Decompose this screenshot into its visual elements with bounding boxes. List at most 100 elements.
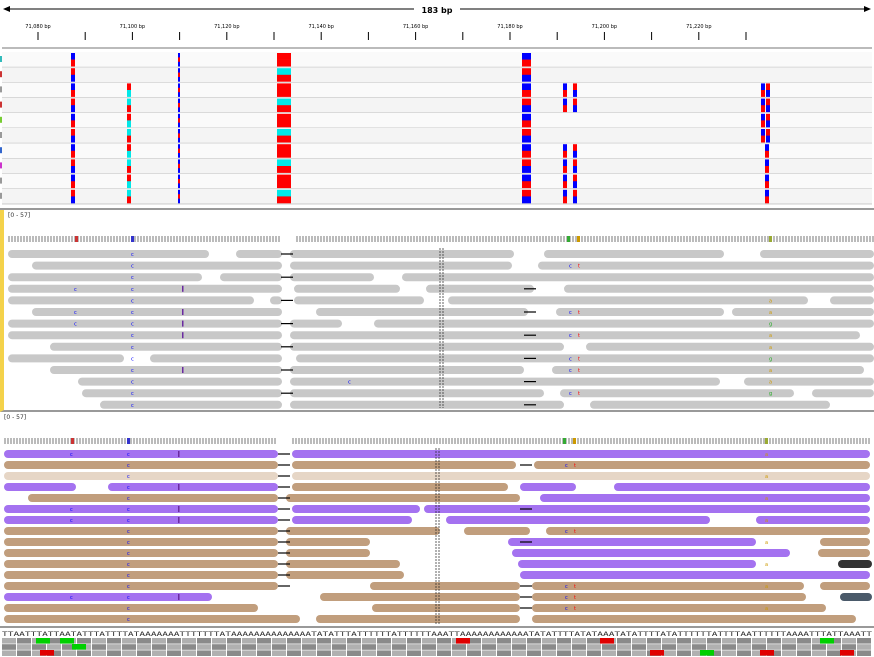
coverage-bar [140,236,142,242]
coverage-bar [370,438,372,444]
coverage-bar [832,438,834,444]
coverage-bar [691,438,693,444]
aligned-read [32,308,282,316]
variant-call [71,98,75,106]
variant-call [563,150,567,158]
coverage-bar [661,438,663,444]
variant-track [0,52,872,205]
sequence-track[interactable]: TTAATTTATTAATATTTATTTTATAAAAAAATTTTTTTAT… [0,628,874,657]
coverage-bar [358,438,360,444]
coverage-bar [698,236,700,242]
coverage-bar [751,438,753,444]
coverage-bar [646,438,648,444]
codon-block [542,644,556,650]
variant-call [765,150,769,158]
coverage-bar [212,236,214,242]
coverage-bar [670,438,672,444]
coverage-bar [776,236,778,242]
coverage-bar [65,236,67,242]
variant-call [761,98,765,106]
coverage-bar [845,236,847,242]
coverage-range-label-1: [0 - 57] [8,212,31,219]
mismatch-base: c [569,333,572,339]
coverage-bar [374,236,376,242]
coverage-bar [676,438,678,444]
codon-block [557,650,571,656]
mismatch-base: a [769,345,772,351]
coverage-bar [427,438,429,444]
variant-row [2,188,872,204]
coverage-bar [722,236,724,242]
aligned-read [108,483,278,491]
coverage-bar [712,438,714,444]
codon-block [632,644,646,650]
codon-block [362,650,376,656]
coverage-bar [172,438,174,444]
codon-block [437,644,451,650]
variant-call [178,129,180,134]
variant-call [71,74,75,82]
variant-call [563,174,567,182]
mismatch-base: t [578,368,580,374]
coverage-bar [718,438,720,444]
codon-block [32,650,46,656]
coverage-bar [181,438,183,444]
coverage-bar [202,438,204,444]
mismatch-base: c [127,562,130,568]
coverage-bar [683,236,685,242]
coverage-bar [440,236,442,242]
coverage-bar [434,236,436,242]
coverage-bar [250,438,252,444]
codon-block [662,638,676,644]
coverage-bar [244,438,246,444]
deletion-mark [278,552,290,554]
aligned-read [296,354,874,363]
aligned-read [4,593,212,601]
codon-block [797,644,811,650]
codon-block [137,644,151,650]
coverage-bar [85,438,87,444]
coverage-bar [268,438,270,444]
variant-call [522,113,531,121]
codon-block [512,638,526,644]
variant-call [178,92,180,97]
variant-call [178,107,180,113]
variant-track-panel[interactable] [0,50,874,210]
coverage-bar [850,438,852,444]
deletion-mark [524,404,536,406]
codon-block [227,638,241,644]
variant-call [277,59,291,67]
codon-block [302,644,316,650]
coverage-bar [130,438,132,444]
coverage-bar [572,236,574,242]
coverage-bar [595,438,597,444]
codon-block [392,638,406,644]
ruler-panel[interactable]: 183 bp 71,080 bp 71,100 bp 71,120 bp 71,140… [0,0,874,51]
coverage-bar [512,236,514,242]
coverage-bar [802,438,804,444]
deletion-mark [278,585,290,587]
coverage-bar [686,236,688,242]
coverage-bar [593,236,595,242]
coverage-bar [775,438,777,444]
variant-call [765,189,769,197]
coverage-bar [527,236,529,242]
codon-block [407,650,421,656]
coverage-bar [223,438,225,444]
coverage-bar [325,438,327,444]
coverage-bar [190,438,192,444]
coverage-bar [317,236,319,242]
codon-block [602,650,616,656]
coverage-bar [539,236,541,242]
coverage-bar [514,438,516,444]
aligned-read [4,483,76,491]
coverage-bar [259,438,261,444]
coverage-bar [37,438,39,444]
mismatch-base: c [127,496,130,502]
variant-call [178,189,180,195]
coverage-bar [787,438,789,444]
codon-mark [456,638,470,644]
variant-call [178,179,180,184]
